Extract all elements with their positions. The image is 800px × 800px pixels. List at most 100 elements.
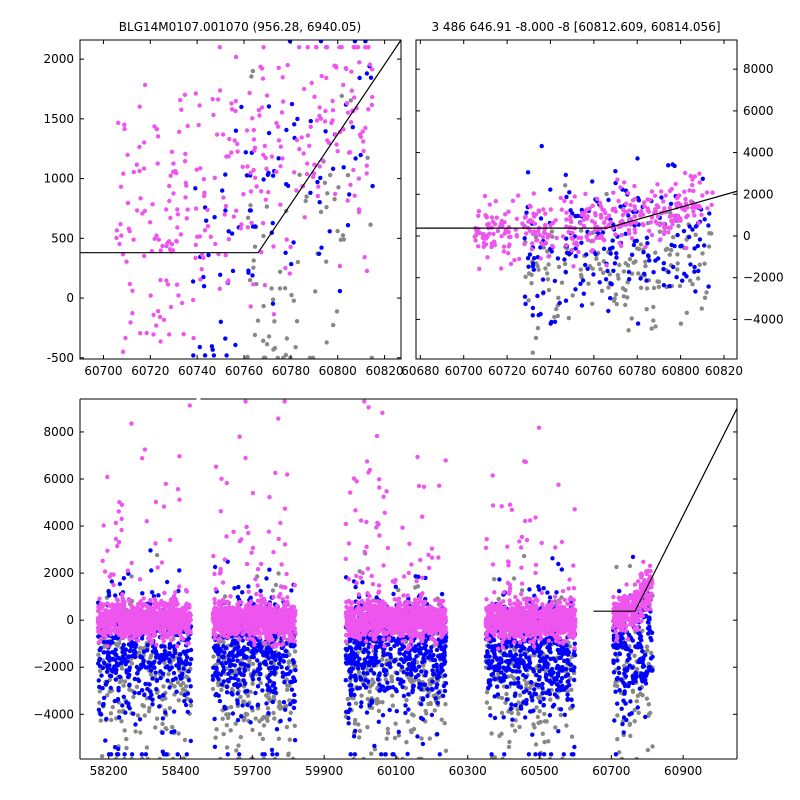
data-point [403,639,409,644]
data-point [489,215,495,220]
data-point [669,247,674,253]
data-point [530,350,535,355]
data-point [640,664,646,669]
data-point [527,203,532,208]
data-point [616,665,621,671]
data-point [411,663,416,669]
data-point [409,729,414,735]
data-point [163,696,168,701]
data-point [649,189,655,194]
data-point [549,681,554,686]
data-point [610,238,615,243]
data-point [545,271,550,276]
data-point [243,150,248,155]
data-point [317,105,322,110]
data-point [158,675,163,681]
data-point [385,685,390,690]
data-point [239,648,245,653]
data-point [513,681,518,686]
data-point [334,142,339,147]
data-point [353,156,358,161]
data-point [640,693,645,698]
data-point [548,223,553,228]
data-point [667,284,672,289]
data-point [232,138,237,143]
data-point [126,642,132,647]
data-point [155,309,161,314]
data-point [361,139,366,144]
data-point [99,712,104,717]
data-point [233,682,239,687]
data-point [347,683,352,688]
data-point [542,739,547,745]
data-point [250,727,255,733]
data-point [198,277,203,282]
data-point [627,231,632,236]
data-point [154,552,160,558]
data-point [566,679,571,684]
data-point [584,207,589,212]
data-point [171,594,177,599]
data-point [161,317,167,322]
data-point [581,212,586,218]
data-point [243,689,248,694]
data-point [697,262,702,267]
data-point [376,708,382,714]
data-point [183,684,189,689]
data-point [284,641,289,646]
data-point [236,584,241,590]
data-point [191,353,196,358]
data-point [113,647,118,652]
data-point [105,665,110,671]
data-point [255,684,261,689]
data-point [683,201,689,206]
data-point [184,674,189,679]
data-point [419,702,424,707]
data-point [228,704,234,710]
data-point [415,648,420,653]
data-point [578,267,583,272]
data-point [626,652,631,658]
data-point [606,213,612,218]
data-point [345,173,351,178]
data-point [201,274,206,280]
data-point [105,474,110,480]
data-point [309,80,314,86]
data-point [344,66,349,72]
data-point [193,255,198,261]
data-point [142,82,148,88]
data-point [324,340,329,345]
data-point [555,313,560,319]
data-point [395,671,400,676]
data-point [558,707,564,712]
data-point [113,756,119,759]
data-point [517,643,522,649]
data-point [337,288,343,294]
data-point [365,696,370,702]
data-point [235,691,240,696]
data-point [632,227,637,232]
data-point [279,110,285,115]
data-point [251,167,256,173]
data-point [281,653,286,658]
data-point [483,242,489,247]
data-point [357,685,362,691]
data-point [315,179,320,185]
data-point [423,575,428,581]
data-point [230,686,235,692]
data-point [645,206,650,211]
data-point [552,319,558,324]
data-point [554,590,559,595]
data-point [627,722,632,727]
data-point [390,703,396,708]
data-point [234,748,239,753]
data-point [632,719,637,724]
data-point [163,710,168,715]
data-point [211,112,216,118]
data-point [274,727,280,732]
data-point [100,558,105,563]
data-point [688,173,693,179]
data-point [425,693,430,699]
data-point [128,320,133,325]
data-point [489,731,494,736]
